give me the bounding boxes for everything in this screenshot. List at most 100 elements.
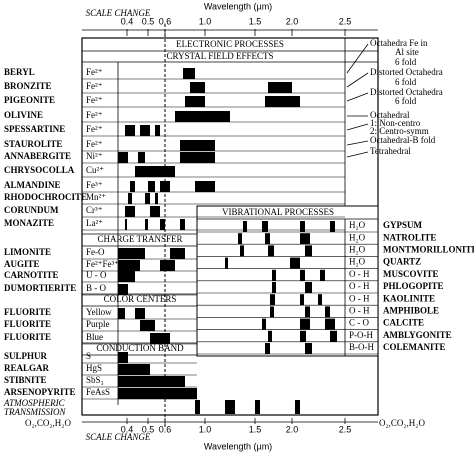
species-label: Fe²⁺ — [86, 95, 103, 105]
mineral-name: DUMORTIERITE — [4, 283, 76, 293]
absorption-band — [270, 306, 274, 318]
species-label: HgS — [86, 363, 102, 373]
axis-title: Wavelength (µm) — [204, 1, 272, 11]
mineral-name: KAOLINITE — [383, 293, 435, 303]
absorption-band — [305, 343, 312, 354]
annotation: 1: Non-centro — [370, 118, 421, 128]
species-label: Cu²⁺ — [86, 165, 104, 175]
absorption-band — [240, 245, 244, 257]
species-label: B - O — [86, 283, 107, 293]
absorption-band — [118, 152, 128, 163]
absorption-band — [225, 400, 235, 414]
mineral-name: MUSCOVITE — [383, 269, 439, 279]
absorption-band — [330, 330, 337, 342]
absorption-band — [118, 271, 135, 282]
absorption-band — [125, 206, 135, 217]
absorption-band — [135, 308, 145, 319]
section-header: ELECTRONIC PROCESSES — [176, 39, 284, 49]
species-label: Fe²⁺ — [86, 139, 103, 149]
annotation: Octahedral — [370, 110, 410, 120]
absorption-band — [300, 294, 304, 306]
species-label: S — [86, 351, 91, 361]
absorption-band — [295, 400, 300, 414]
absorption-band — [330, 221, 335, 232]
species-label: Fe-O — [86, 247, 105, 257]
absorption-band — [290, 257, 300, 269]
absorption-band — [268, 82, 292, 93]
species-label: Fe²⁺ — [86, 124, 103, 134]
mineral-name: BERYL — [4, 67, 35, 77]
mineral-name: GYPSUM — [383, 220, 423, 230]
absorption-band — [262, 318, 266, 330]
absorption-band — [325, 306, 330, 318]
absorption-band — [270, 294, 275, 306]
absorption-band — [118, 260, 140, 271]
absorption-band — [225, 257, 228, 269]
arrow — [346, 92, 369, 102]
absorption-band — [300, 233, 310, 245]
absorption-band — [150, 333, 170, 344]
mineral-name: FLUORITE — [4, 319, 51, 329]
absorption-band — [305, 282, 312, 293]
species-label: U - O — [86, 270, 107, 280]
mineral-name: COLEMANITE — [383, 342, 446, 352]
species-label: B-O-H — [349, 342, 374, 352]
species-label: O - H — [349, 281, 370, 291]
tick-label: 0.6 — [159, 16, 172, 26]
absorption-band — [140, 320, 155, 331]
absorption-band — [148, 181, 155, 192]
mineral-name: CALCITE — [383, 318, 424, 328]
tick-label: 1.5 — [249, 16, 262, 26]
absorption-band — [243, 221, 247, 232]
absorption-band — [118, 352, 128, 363]
species-label: Blue — [86, 332, 103, 342]
absorption-band — [145, 193, 150, 204]
mineral-name: QUARTZ — [383, 257, 421, 267]
arrow — [346, 151, 369, 158]
mineral-name: FLUORITE — [4, 307, 51, 317]
section-header: VIBRATIONAL PROCESSES — [222, 207, 334, 217]
absorption-band — [305, 245, 312, 257]
absorption-band — [268, 245, 274, 257]
tick-label: 1.0 — [199, 424, 212, 434]
species-label: H₂O — [349, 257, 366, 267]
species-label: Fe²⁺ — [86, 67, 103, 77]
species-label: FeAsS — [86, 387, 110, 397]
gases: O₂,CO₂,H₂O — [25, 418, 71, 428]
section-header: TRANSMISSION — [4, 407, 66, 417]
species-label: SbS₃ — [86, 375, 104, 385]
annotation: Octahedral-B fold — [370, 135, 436, 145]
absorption-band — [125, 219, 127, 230]
absorption-band — [175, 111, 230, 122]
annotation: 6 fold — [395, 77, 417, 87]
mineral-name: REALGAR — [4, 363, 50, 373]
absorption-band — [128, 193, 132, 204]
absorption-band — [325, 318, 335, 330]
absorption-band — [118, 376, 185, 387]
tick-label: 1.0 — [199, 16, 212, 26]
absorption-band — [305, 306, 310, 318]
absorption-band — [265, 96, 300, 107]
absorption-band — [180, 152, 215, 163]
mineral-name: RHODOCHROCITE — [4, 192, 87, 202]
absorption-band — [118, 388, 197, 399]
mineral-name: SULPHUR — [4, 351, 48, 361]
tick-label: 0.6 — [159, 424, 172, 434]
mineral-name: MONAZITE — [4, 218, 54, 228]
absorption-band — [150, 206, 160, 217]
arrow — [346, 72, 369, 88]
mineral-name: AMPHIBOLE — [383, 305, 439, 315]
annotation: Al site — [395, 47, 419, 57]
annotation: 6 fold — [395, 96, 417, 106]
tick-label: 2.5 — [339, 16, 352, 26]
section-header: CRYSTAL FIELD EFFECTS — [167, 51, 274, 61]
species-label: Yellow — [86, 307, 112, 317]
absorption-band — [183, 68, 195, 79]
absorption-band — [300, 221, 305, 232]
mineral-name: AMBLYGONITE — [383, 330, 452, 340]
absorption-band — [160, 219, 165, 230]
tick-label: 0.4 — [121, 16, 134, 26]
mineral-name: STAUROLITE — [4, 139, 62, 149]
mineral-name: STIBNITE — [4, 375, 47, 385]
absorption-band — [195, 181, 215, 192]
